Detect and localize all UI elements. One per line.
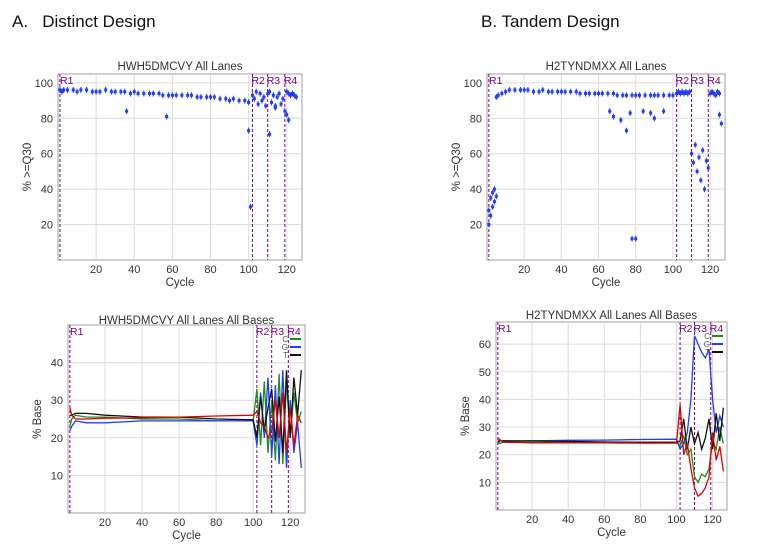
x-tick-label: 80 [634, 514, 646, 526]
x-tick-label: 60 [166, 264, 178, 276]
series-line-A [69, 392, 302, 453]
y-tick-label: 40 [51, 358, 63, 370]
heading-tandem-design: B. Tandem Design [481, 12, 620, 31]
x-tick-label: 120 [281, 517, 299, 529]
x-tick-label: 20 [526, 514, 538, 526]
legend-label-T: T [283, 351, 288, 360]
y-tick-label: 60 [470, 149, 482, 161]
x-tick-label: 80 [204, 264, 216, 276]
read-marker-label: R2 [676, 75, 690, 87]
plot-area [57, 73, 303, 261]
y-axis-label: % Base [32, 399, 44, 439]
chart-b-q30: H2TYNDMXX All Lanes 20 40 60 80 100 20 40 60 80 10… [451, 61, 726, 289]
y-tick-label: 20 [41, 220, 53, 232]
legend-label-C: C [282, 335, 288, 344]
read-marker-label: R1 [70, 326, 84, 338]
plot-area [495, 321, 728, 511]
series-line-T [497, 407, 725, 452]
y-tick-label: 10 [51, 470, 63, 482]
y-tick-label: 60 [41, 149, 53, 161]
series-line-T [69, 370, 302, 453]
heading-distinct-design: A. Distinct Design [12, 12, 156, 31]
read-marker-label: R1 [489, 75, 503, 87]
y-tick-label: 20 [479, 450, 491, 462]
y-tick-label: 40 [41, 184, 53, 196]
x-tick-label: 100 [667, 514, 685, 526]
y-tick-label: 80 [470, 113, 482, 125]
y-tick-label: 100 [35, 78, 53, 90]
x-tick-label: 100 [664, 264, 682, 276]
x-tick-label: 100 [244, 517, 262, 529]
read-marker-label: R2 [256, 326, 270, 338]
y-axis-label: % >=Q30 [22, 143, 34, 192]
x-axis-label: Cycle [592, 277, 621, 289]
y-tick-label: 50 [479, 367, 491, 379]
x-axis-label: Cycle [597, 527, 626, 539]
x-tick-label: 60 [592, 264, 604, 276]
x-tick-label: 20 [99, 517, 111, 529]
x-axis-label: Cycle [166, 277, 195, 289]
y-tick-label: 80 [41, 113, 53, 125]
chart-title: HWH5DMCVY All Lanes All Bases [99, 315, 275, 327]
x-tick-label: 20 [518, 264, 530, 276]
plot-area [486, 73, 726, 261]
chart-a-q30: HWH5DMCVY All Lanes 20 40 60 80 100 20 40 60 80 10… [22, 61, 303, 289]
read-marker-label: R4 [707, 75, 721, 87]
read-marker-label: R4 [284, 75, 298, 87]
read-marker-label: R1 [60, 75, 74, 87]
y-axis-label: % Base [460, 396, 472, 436]
chart-title: H2TYNDMXX All Lanes [546, 61, 667, 73]
x-tick-label: 120 [703, 514, 721, 526]
x-tick-label: 100 [239, 264, 257, 276]
read-marker-label: R3 [694, 323, 708, 335]
read-marker-label: R1 [498, 323, 512, 335]
y-tick-label: 10 [479, 477, 491, 489]
x-tick-label: 80 [630, 264, 642, 276]
legend-label-T: T [705, 348, 710, 357]
chart-a-base: HWH5DMCVY All Lanes All Bases 10 20 30 40 20 4… [32, 315, 306, 542]
x-tick-label: 120 [701, 264, 719, 276]
read-marker-label: R4 [710, 323, 724, 335]
x-tick-label: 20 [90, 264, 102, 276]
x-tick-label: 60 [598, 514, 610, 526]
chart-title: H2TYNDMXX All Lanes All Bases [526, 310, 698, 322]
x-axis-label: Cycle [172, 530, 201, 542]
read-marker-label: R3 [691, 75, 705, 87]
read-marker-label: R3 [271, 326, 285, 338]
x-tick-label: 40 [128, 264, 140, 276]
legend-label-C: C [704, 332, 710, 341]
y-tick-label: 20 [51, 433, 63, 445]
x-tick-label: 60 [173, 517, 185, 529]
x-tick-label: 80 [210, 517, 222, 529]
chart-b-base: H2TYNDMXX All Lanes All Bases 10 20 30 40 50 6… [460, 310, 728, 539]
read-marker-label: R2 [251, 75, 265, 87]
series-line-A [497, 404, 725, 498]
x-tick-label: 40 [562, 514, 574, 526]
y-tick-label: 30 [51, 395, 63, 407]
y-tick-label: 40 [479, 394, 491, 406]
y-tick-label: 30 [479, 422, 491, 434]
chart-title: HWH5DMCVY All Lanes [117, 61, 242, 73]
y-axis-label: % >=Q30 [451, 143, 463, 192]
y-tick-label: 40 [470, 184, 482, 196]
y-tick-label: 20 [470, 220, 482, 232]
read-marker-label: R2 [679, 323, 693, 335]
y-tick-label: 100 [464, 78, 482, 90]
legend-label-G: G [282, 343, 288, 352]
legend-label-G: G [704, 340, 710, 349]
x-tick-label: 40 [555, 264, 567, 276]
y-tick-label: 60 [479, 339, 491, 351]
x-tick-label: 120 [278, 264, 296, 276]
x-tick-label: 40 [136, 517, 148, 529]
read-marker-label: R3 [267, 75, 281, 87]
read-marker-label: R4 [287, 326, 301, 338]
